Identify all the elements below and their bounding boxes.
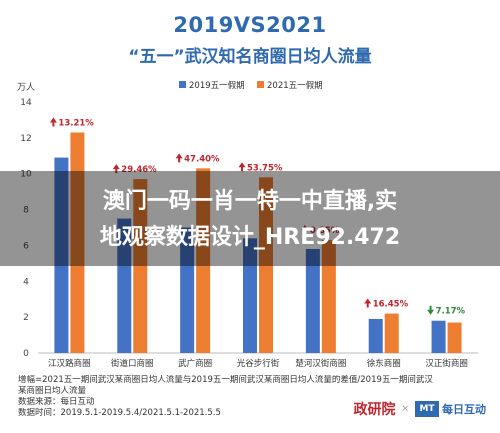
- growth-up-arrow-icon: [301, 225, 309, 235]
- category-label: 徐东商圈: [367, 358, 401, 369]
- bar-2021: [447, 322, 462, 353]
- bars: [54, 132, 462, 353]
- overlay-line-2: 地观察数据设计_HRE92.472: [99, 225, 401, 250]
- bar-2019: [305, 249, 320, 353]
- category-label: 光谷步行街: [237, 358, 280, 369]
- growth-label: 47.40%: [184, 154, 220, 164]
- growth-label: 7.17%: [436, 307, 466, 317]
- growth-labels: 13.21% 29.46% 47.40% 53.75% 0.85% 16.45% 7.17%: [49, 117, 466, 317]
- growth-label: 13.21%: [58, 118, 94, 128]
- growth-label: 29.46%: [121, 165, 157, 175]
- growth-up-arrow-icon: [175, 153, 183, 163]
- logo-separator: ×: [401, 404, 409, 414]
- bar-2021: [384, 313, 399, 353]
- bar-2019: [117, 218, 132, 353]
- overlay-line-1: 澳门一码一肖一特一中直播,实: [102, 189, 398, 214]
- y-unit-label: 万人: [17, 82, 35, 93]
- y-tick-label: 2: [23, 313, 29, 323]
- legend-swatch: [257, 81, 264, 88]
- growth-label: 16.45%: [373, 300, 409, 310]
- category-label: 武广商圈: [178, 358, 212, 369]
- bar-2021: [259, 177, 273, 353]
- y-axis: 0 2 4 6 8 10 12 14: [20, 98, 478, 359]
- growth-up-arrow-icon: [49, 117, 57, 127]
- chart-title: 2019VS2021: [173, 13, 327, 37]
- y-tick-label: 0: [23, 349, 29, 359]
- growth-up-arrow-icon: [112, 164, 120, 174]
- bar-2021: [133, 179, 148, 353]
- y-tick-label: 8: [23, 206, 29, 216]
- y-tick-label: 10: [20, 170, 32, 180]
- y-tick-label: 6: [23, 241, 29, 251]
- growth-up-arrow-icon: [238, 162, 246, 172]
- y-tick-label: 12: [20, 134, 31, 144]
- bar-2019: [243, 238, 257, 353]
- category-label: 楚河汉街商圈: [295, 358, 346, 369]
- legend-label: 2021五一假期: [267, 81, 323, 91]
- data-period: 数据时间：2019.5.1-2019.5.4/2021.5.1-2021.5.5: [18, 408, 221, 418]
- chart-subtitle: “五一”武汉知名商圈日均人流量: [128, 47, 372, 67]
- bar-2021: [196, 168, 211, 353]
- growth-up-arrow-icon: [364, 298, 372, 308]
- bar-2019: [180, 227, 195, 353]
- bar-2021: [321, 240, 336, 353]
- watermark-overlay: 澳门一码一肖一特一中直播,实 地观察数据设计_HRE92.472: [0, 171, 500, 266]
- footnote-line-2: 某商圈日均人流量: [18, 386, 87, 396]
- legend: 2019五一假期 2021五一假期: [179, 81, 323, 91]
- footnote: 增幅=2021五一期间武汉某商圈日均人流量与2019五一期间武汉某商圈日均人流量…: [18, 375, 488, 419]
- y-tick-label: 4: [23, 277, 29, 287]
- growth-label: 0.85%: [310, 226, 340, 236]
- meirihudong-mark-icon: MT: [415, 401, 439, 417]
- bar-2021: [70, 132, 85, 353]
- growth-down-arrow-icon: [427, 305, 435, 315]
- category-label: 街道口商圈: [111, 358, 154, 369]
- zhengyanyuan-logo: 政研院: [353, 402, 396, 418]
- growth-label: 53.75%: [247, 163, 283, 173]
- category-label: 江汉路商圈: [48, 358, 91, 369]
- meirihudong-logo: MT 每日互动: [415, 401, 486, 417]
- bar-chart: 万人 0 2 4 6 8 10 12 14 2019五一假期 2021五一假期 江汉路商圈 街道口…: [17, 81, 478, 369]
- bar-2019: [54, 157, 69, 353]
- category-label: 汉正街商圈: [425, 358, 468, 369]
- legend-label: 2019五一假期: [189, 81, 245, 91]
- category-labels: 江汉路商圈 街道口商圈 武广商圈 光谷步行街 楚河汉街商圈 徐东商圈 汉正街商圈: [48, 358, 468, 369]
- y-tick-label: 14: [20, 98, 32, 108]
- meirihudong-name: 每日互动: [442, 403, 486, 416]
- data-source: 数据来源：每日互动: [18, 397, 95, 407]
- footnote-line-1: 增幅=2021五一期间武汉某商圈日均人流量与2019五一期间武汉某商圈日均人流量…: [18, 375, 433, 385]
- bar-2019: [431, 320, 446, 353]
- legend-swatch: [179, 81, 186, 88]
- logo-area: 政研院 × MT 每日互动: [353, 398, 486, 420]
- bar-2019: [368, 318, 383, 353]
